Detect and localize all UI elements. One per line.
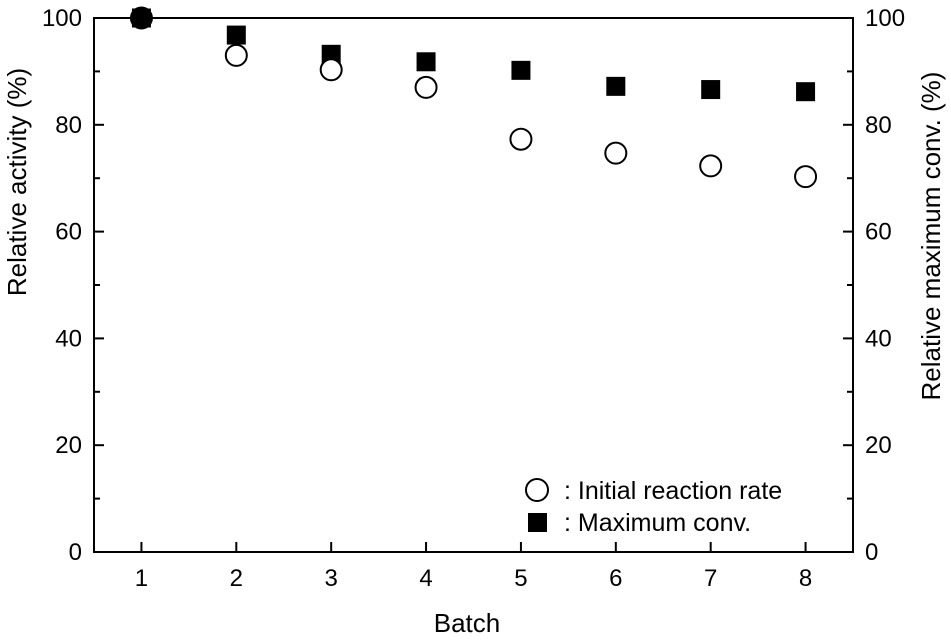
- initial-rate-point: [699, 154, 723, 178]
- initial-rate-point: [794, 165, 818, 189]
- y2-tick-label: 100: [865, 5, 905, 32]
- initial-rate-point: [319, 58, 343, 82]
- max-conv-point: [416, 52, 436, 72]
- y2-tick-label: 80: [865, 112, 892, 139]
- y-tick-label: 20: [55, 432, 82, 459]
- max-conv-point: [226, 25, 246, 45]
- x-tick-label: 4: [419, 565, 432, 592]
- max-conv-point: [701, 80, 721, 100]
- x-tick-label: 1: [135, 565, 148, 592]
- x-tick-label: 2: [230, 565, 243, 592]
- y-axis-title: Relative activity (%): [2, 68, 32, 296]
- y-tick-label: 0: [69, 539, 82, 566]
- y-tick-label: 60: [55, 219, 82, 246]
- initial-rate-point: [414, 75, 438, 99]
- y2-tick-label: 20: [865, 432, 892, 459]
- initial-rate-point: [129, 6, 153, 30]
- plot-frame: [93, 17, 854, 553]
- x-tick-label: 6: [609, 565, 622, 592]
- legend: : Initial reaction rate : Maximum conv.: [525, 477, 782, 537]
- y-tick-label: 100: [42, 5, 82, 32]
- legend-label-initial-rate: : Initial reaction rate: [564, 477, 782, 505]
- max-conv-point: [606, 76, 626, 96]
- max-conv-point: [511, 60, 531, 80]
- max-conv-point: [321, 44, 341, 64]
- x-tick-label: 3: [325, 565, 338, 592]
- legend-label-max-conv: : Maximum conv.: [564, 509, 751, 537]
- max-conv-point: [796, 82, 816, 102]
- y-tick-label: 40: [55, 325, 82, 352]
- ticks: [94, 17, 853, 553]
- x-axis-title: Batch: [434, 608, 501, 638]
- y2-axis-title: Relative maximum conv. (%): [916, 72, 946, 401]
- y2-tick-label: 0: [865, 539, 878, 566]
- initial-rate-point: [604, 141, 628, 165]
- y-tick-label: 80: [55, 112, 82, 139]
- x-tick-label: 7: [704, 565, 717, 592]
- x-tick-label: 5: [514, 565, 527, 592]
- y2-tick-label: 60: [865, 219, 892, 246]
- data-marks: [129, 6, 818, 189]
- initial-rate-point: [509, 127, 533, 151]
- y2-tick-label: 40: [865, 325, 892, 352]
- x-tick-label: 8: [799, 565, 812, 592]
- initial-rate-point: [224, 43, 248, 67]
- legend-circle-marker: [525, 478, 549, 502]
- legend-square-marker: [528, 513, 547, 532]
